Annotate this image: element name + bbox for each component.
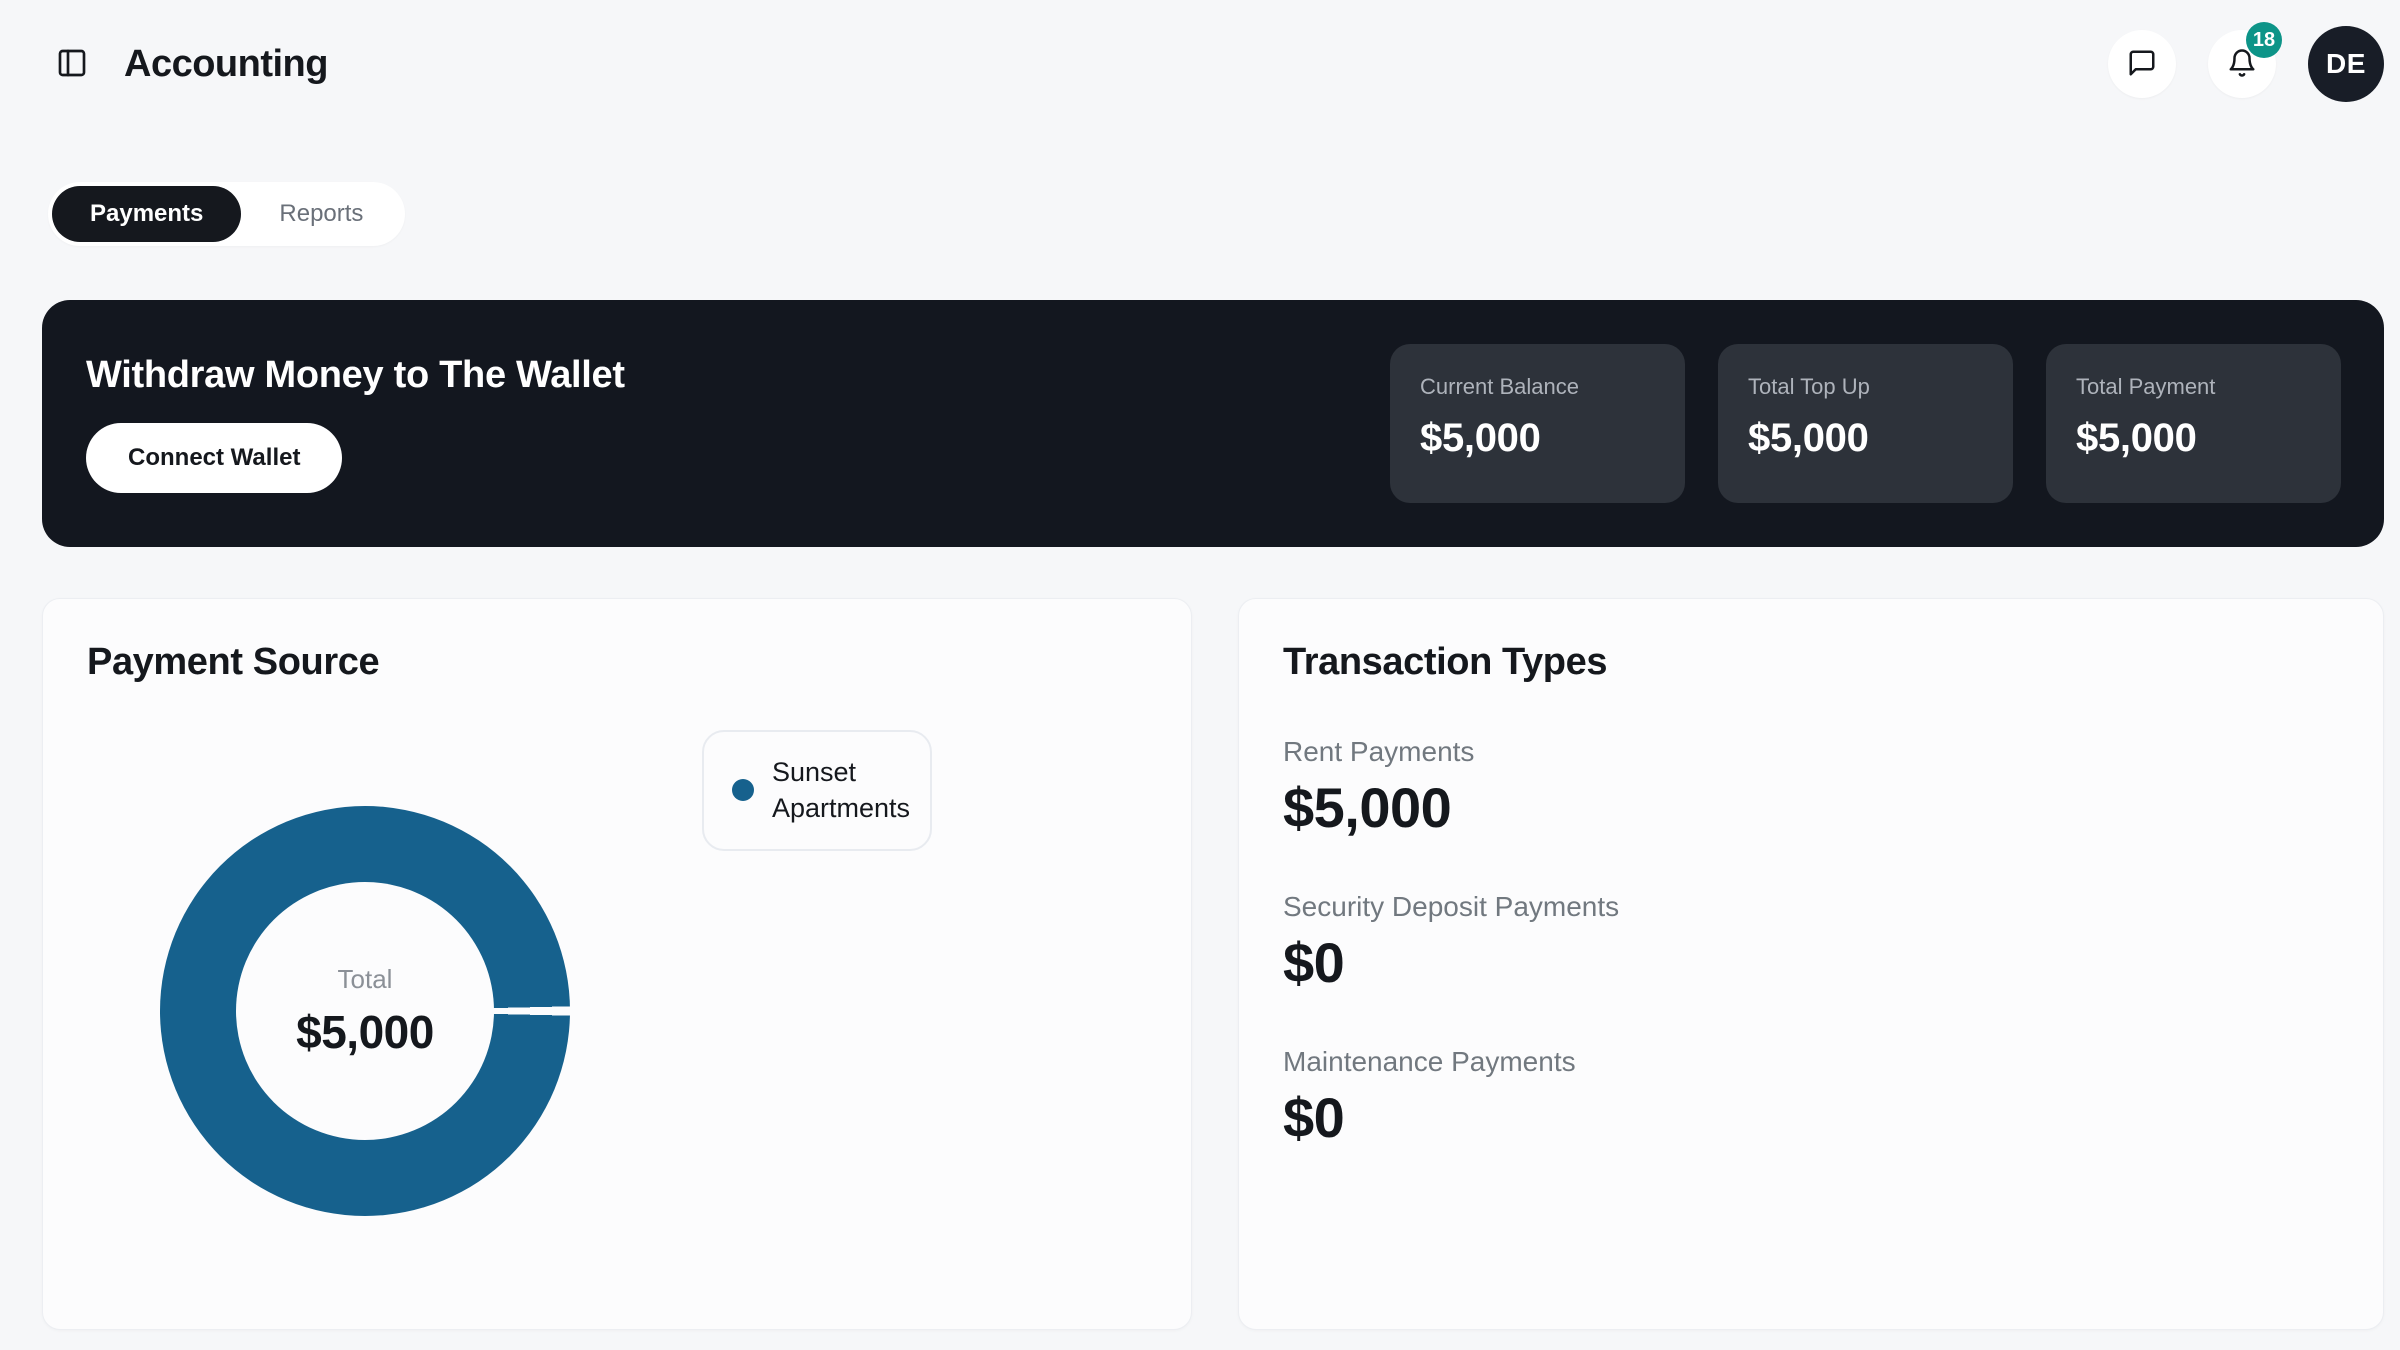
stat-label: Total Payment xyxy=(2076,374,2216,399)
sidebar-toggle-button[interactable] xyxy=(50,42,94,86)
stat-value: $5,000 xyxy=(1420,416,1541,460)
transaction-label: Maintenance Payments xyxy=(1283,1046,1576,1077)
messages-button[interactable] xyxy=(2108,30,2176,98)
transaction-label: Rent Payments xyxy=(1283,736,1475,767)
transaction-types-title: Transaction Types xyxy=(1283,641,1608,683)
payment-source-card: Payment Source Total $5,000 Sunset Apart… xyxy=(42,598,1192,1330)
app-header: Accounting 18 DE xyxy=(50,22,2384,102)
payment-source-donut[interactable]: Total $5,000 xyxy=(160,806,570,1216)
stat-card-total-top-up: Total Top Up $5,000 xyxy=(1718,344,2013,503)
stat-label: Total Top Up xyxy=(1748,374,1870,399)
bell-icon xyxy=(2227,48,2257,81)
donut-center: Total $5,000 xyxy=(236,882,494,1140)
panel-left-icon xyxy=(56,47,88,82)
tab-payments[interactable]: Payments xyxy=(52,186,242,242)
payment-source-title: Payment Source xyxy=(87,641,380,683)
stat-card-current-balance: Current Balance $5,000 xyxy=(1390,344,1685,503)
page-title: Accounting xyxy=(124,42,328,85)
transaction-item-security-deposit: Security Deposit Payments $0 xyxy=(1283,890,2339,994)
banner-stats: Current Balance $5,000 Total Top Up $5,0… xyxy=(1390,344,2341,503)
stat-value: $5,000 xyxy=(2076,416,2197,460)
transaction-value: $0 xyxy=(1283,1086,1345,1149)
legend-dot xyxy=(732,779,754,802)
stat-label: Current Balance xyxy=(1420,374,1579,399)
notification-count-badge: 18 xyxy=(2246,22,2282,58)
transaction-list: Rent Payments $5,000 Security Deposit Pa… xyxy=(1283,735,2339,1149)
transaction-item-rent: Rent Payments $5,000 xyxy=(1283,735,2339,839)
tab-bar: Payments Reports xyxy=(48,182,406,246)
avatar[interactable]: DE xyxy=(2308,26,2384,102)
transaction-value: $0 xyxy=(1283,931,1345,994)
tab-reports[interactable]: Reports xyxy=(241,186,401,242)
donut-total-value: $5,000 xyxy=(296,1005,434,1058)
transaction-value: $5,000 xyxy=(1283,776,1452,839)
legend-label: Sunset Apartments xyxy=(772,757,911,824)
wallet-banner: Withdraw Money to The Wallet Connect Wal… xyxy=(42,300,2384,547)
stat-card-total-payment: Total Payment $5,000 xyxy=(2046,344,2341,503)
donut-total-label: Total xyxy=(337,963,393,994)
banner-title: Withdraw Money to The Wallet xyxy=(86,354,625,396)
notifications-button[interactable]: 18 xyxy=(2208,22,2282,98)
connect-wallet-button[interactable]: Connect Wallet xyxy=(86,423,343,493)
chat-bubble-icon xyxy=(2127,48,2157,81)
transaction-item-maintenance: Maintenance Payments $0 xyxy=(1283,1045,2339,1149)
stat-value: $5,000 xyxy=(1748,416,1869,460)
transaction-types-card: Transaction Types Rent Payments $5,000 S… xyxy=(1238,598,2384,1330)
legend-item-sunset-apartments[interactable]: Sunset Apartments xyxy=(702,730,932,851)
transaction-label: Security Deposit Payments xyxy=(1283,891,1620,922)
